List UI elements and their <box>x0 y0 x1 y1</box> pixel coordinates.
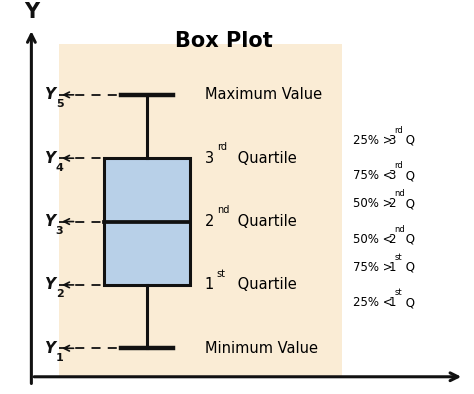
Text: rd: rd <box>217 142 227 152</box>
Text: nd: nd <box>395 189 405 198</box>
Text: nd: nd <box>217 205 229 215</box>
Text: Quartile: Quartile <box>233 214 296 229</box>
Text: 1: 1 <box>388 261 396 274</box>
Text: 4: 4 <box>56 163 64 173</box>
Text: Y: Y <box>24 2 39 22</box>
Text: 3: 3 <box>388 134 396 147</box>
Text: 2: 2 <box>388 197 396 210</box>
Text: Q: Q <box>402 134 415 147</box>
Text: 2: 2 <box>56 290 64 299</box>
Text: Q: Q <box>402 261 415 274</box>
Text: 25% >: 25% > <box>353 134 396 147</box>
Text: 2: 2 <box>388 233 396 246</box>
Text: Q: Q <box>402 296 415 309</box>
Text: Q: Q <box>402 233 415 246</box>
Text: 5: 5 <box>56 99 64 110</box>
Text: 75% >: 75% > <box>353 261 396 274</box>
Text: Q: Q <box>402 197 415 210</box>
Text: nd: nd <box>395 225 405 234</box>
FancyBboxPatch shape <box>59 44 342 377</box>
Text: Y: Y <box>44 341 55 356</box>
Text: 3: 3 <box>388 169 396 182</box>
Text: Minimum Value: Minimum Value <box>205 341 318 356</box>
Text: st: st <box>217 268 226 279</box>
Text: Y: Y <box>44 214 55 229</box>
Text: 50% <: 50% < <box>353 233 396 246</box>
Text: Maximum Value: Maximum Value <box>205 87 322 102</box>
Bar <box>104 158 190 285</box>
Text: Q: Q <box>402 169 415 182</box>
Text: 25% <: 25% < <box>353 296 396 309</box>
Text: 3: 3 <box>205 151 214 166</box>
Text: 1: 1 <box>205 277 214 292</box>
Text: Quartile: Quartile <box>233 277 296 292</box>
Text: 1: 1 <box>388 296 396 309</box>
Text: st: st <box>395 288 402 297</box>
Text: 75% <: 75% < <box>353 169 396 182</box>
Text: rd: rd <box>395 161 403 170</box>
Text: Y: Y <box>44 277 55 292</box>
Text: Y: Y <box>44 87 55 102</box>
Text: 3: 3 <box>56 226 64 236</box>
Text: Quartile: Quartile <box>233 151 296 166</box>
Text: Y: Y <box>44 151 55 166</box>
Text: 1: 1 <box>56 353 64 363</box>
Text: Box Plot: Box Plot <box>175 31 273 51</box>
Text: 50% >: 50% > <box>353 197 396 210</box>
Text: st: st <box>395 253 402 262</box>
Text: 2: 2 <box>205 214 214 229</box>
Text: rd: rd <box>395 126 403 135</box>
